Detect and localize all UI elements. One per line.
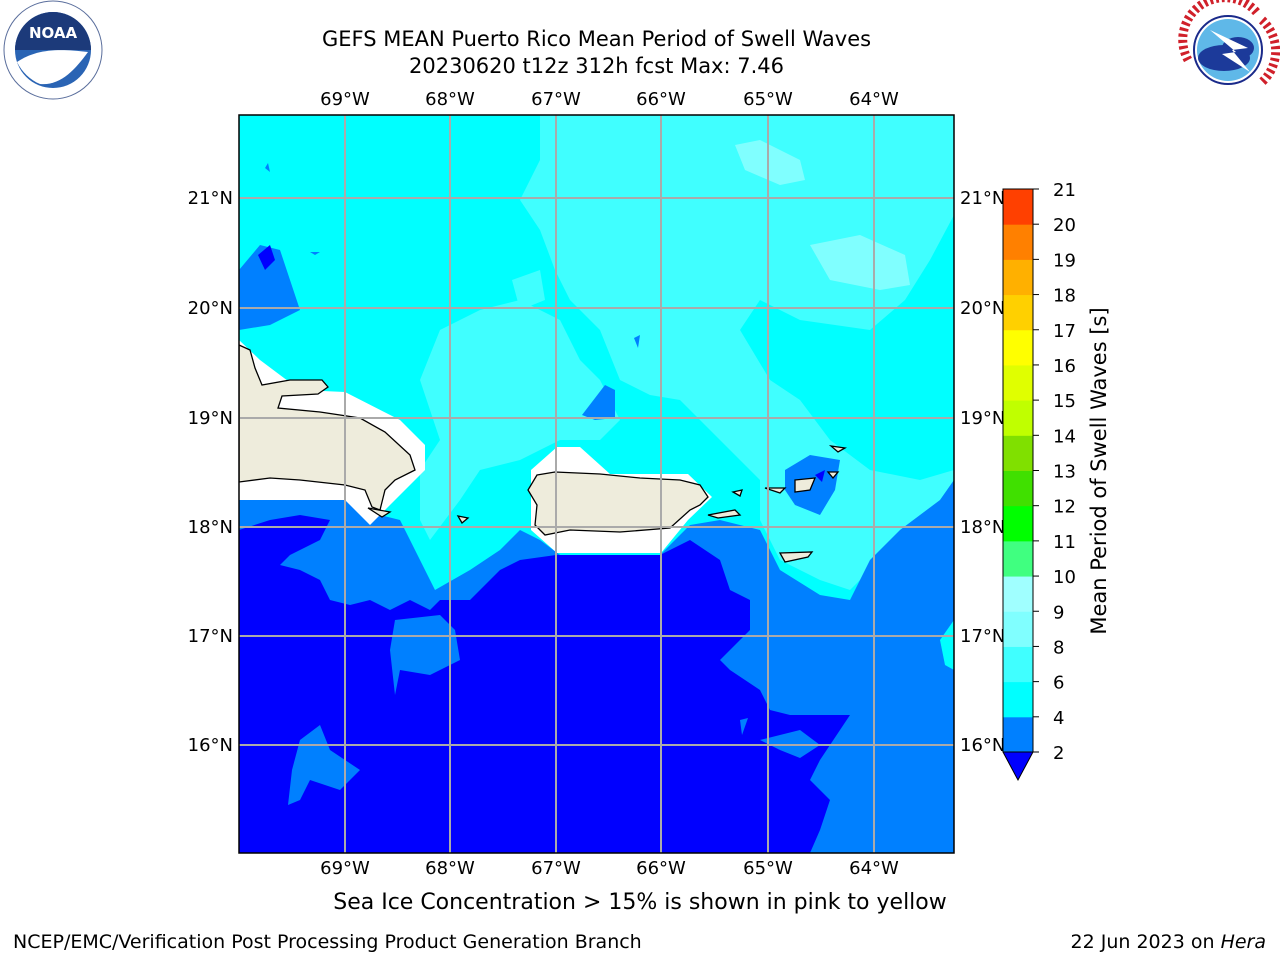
colorbar-tick-label: 2 bbox=[1053, 743, 1064, 764]
colorbar-tick-label: 12 bbox=[1053, 497, 1076, 518]
land bbox=[239, 344, 847, 563]
colorbar-tick-label: 17 bbox=[1053, 321, 1076, 342]
colorbar-tick-label: 18 bbox=[1053, 286, 1076, 307]
colorbar-tick-label: 11 bbox=[1053, 532, 1076, 553]
lat-label: 21°N bbox=[960, 188, 1005, 209]
lon-label: 64°W bbox=[849, 89, 899, 110]
colorbar-tick-label: 8 bbox=[1053, 637, 1064, 658]
colorbar-tick-label: 14 bbox=[1053, 426, 1076, 447]
colorbar-segment bbox=[1003, 294, 1033, 331]
lon-label: 68°W bbox=[425, 89, 475, 110]
footer-machine: Hera bbox=[1220, 931, 1266, 953]
lon-label: 68°W bbox=[425, 858, 475, 879]
colorbar: 2 4 6 8 9 10 11 12 13 14 15 16 17 18 19 20 21 bbox=[1002, 180, 1076, 782]
lon-label: 65°W bbox=[743, 858, 793, 879]
lat-label: 16°N bbox=[960, 735, 1005, 756]
map-title: GEFS MEAN Puerto Rico Mean Period of Swe… bbox=[321, 27, 872, 51]
colorbar-tick-label: 20 bbox=[1053, 215, 1076, 236]
graticule bbox=[239, 115, 954, 853]
colorbar-segment bbox=[1003, 611, 1033, 647]
colorbar-segment bbox=[1003, 259, 1033, 296]
colorbar-segment bbox=[1003, 505, 1033, 542]
colorbar-segment bbox=[1003, 329, 1033, 366]
colorbar-tick-label: 16 bbox=[1053, 356, 1076, 377]
map-area bbox=[239, 115, 954, 853]
colorbar-tick-label: 19 bbox=[1053, 250, 1076, 271]
footer-date-text: 22 Jun 2023 on bbox=[1070, 931, 1215, 953]
colorbar-segment bbox=[1003, 540, 1033, 577]
colorbar-segment bbox=[1003, 681, 1033, 718]
colorbar-label: Mean Period of Swell Waves [s] bbox=[1087, 307, 1111, 634]
colorbar-segment bbox=[1003, 435, 1033, 471]
colorbar-segment bbox=[1003, 224, 1033, 260]
sea-ice-caption: Sea Ice Concentration > 15% is shown in … bbox=[333, 890, 947, 915]
colorbar-tick-label: 21 bbox=[1053, 180, 1076, 201]
lat-labels-left: 21°N 20°N 19°N 18°N 17°N 16°N bbox=[188, 188, 233, 756]
lon-labels-bottom: 69°W 68°W 67°W 66°W 65°W 64°W bbox=[320, 858, 899, 879]
colorbar-tick-label: 4 bbox=[1053, 708, 1064, 729]
lon-label: 69°W bbox=[320, 89, 370, 110]
colorbar-tick-label: 6 bbox=[1053, 673, 1064, 694]
colorbar-segment bbox=[1003, 189, 1033, 225]
noaa-logo: NOAA bbox=[3, 0, 103, 100]
nws-logo bbox=[1178, 0, 1280, 97]
lat-label: 19°N bbox=[960, 408, 1005, 429]
lon-labels-top: 69°W 68°W 67°W 66°W 65°W 64°W bbox=[320, 89, 899, 110]
colorbar-segment bbox=[1003, 364, 1033, 401]
lon-label: 66°W bbox=[636, 858, 686, 879]
lon-label: 64°W bbox=[849, 858, 899, 879]
colorbar-tick-label: 10 bbox=[1053, 567, 1076, 588]
map-subtitle: 20230620 t12z 312h fcst Max: 7.46 bbox=[409, 54, 784, 78]
colorbar-segment bbox=[1003, 400, 1033, 436]
lon-label: 66°W bbox=[636, 89, 686, 110]
lat-label: 18°N bbox=[188, 517, 233, 538]
lon-label: 69°W bbox=[320, 858, 370, 879]
noaa-logo-text: NOAA bbox=[29, 24, 78, 42]
lat-label: 17°N bbox=[960, 626, 1005, 647]
colorbar-segment bbox=[1003, 716, 1033, 753]
lat-label: 20°N bbox=[188, 298, 233, 319]
lon-label: 67°W bbox=[531, 89, 581, 110]
footer-date: 22 Jun 2023 on Hera bbox=[1071, 931, 1267, 953]
lat-label: 20°N bbox=[960, 298, 1005, 319]
map-frame bbox=[238, 114, 955, 854]
colorbar-segment bbox=[1003, 470, 1033, 507]
lat-label: 16°N bbox=[188, 735, 233, 756]
lon-label: 65°W bbox=[743, 89, 793, 110]
lon-label: 67°W bbox=[531, 858, 581, 879]
footer-branch: NCEP/EMC/Verification Post Processing Pr… bbox=[13, 931, 642, 953]
lat-label: 19°N bbox=[188, 408, 233, 429]
colorbar-tick-label: 13 bbox=[1053, 462, 1076, 483]
lat-label: 18°N bbox=[960, 517, 1005, 538]
colorbar-tick-label: 15 bbox=[1053, 391, 1076, 412]
colorbar-segment bbox=[1003, 646, 1033, 683]
swell-6-8-region bbox=[420, 115, 954, 590]
lat-label: 17°N bbox=[188, 626, 233, 647]
colorbar-extend-min bbox=[1002, 751, 1034, 782]
lat-label: 21°N bbox=[188, 188, 233, 209]
lat-labels-right: 21°N 20°N 19°N 18°N 17°N 16°N bbox=[960, 188, 1005, 756]
colorbar-segment bbox=[1003, 576, 1033, 612]
colorbar-tick-label: 9 bbox=[1053, 602, 1064, 623]
